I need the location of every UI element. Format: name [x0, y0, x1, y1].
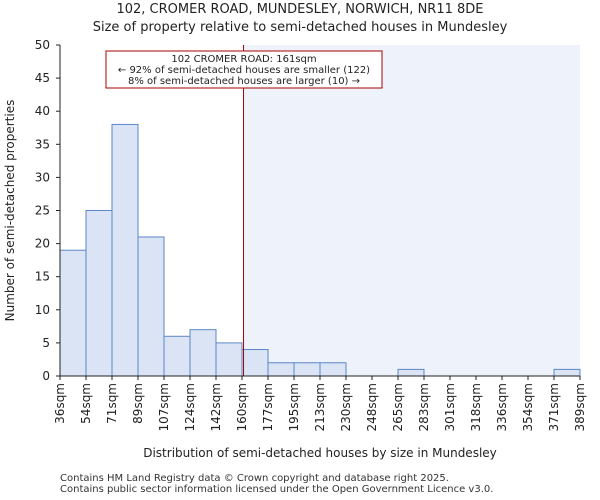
larger-region-highlight — [243, 45, 580, 376]
chart-subtitle: Size of property relative to semi-detach… — [92, 20, 508, 35]
annotation-box — [105, 50, 383, 89]
x-tick-label: 195sqm — [287, 383, 301, 431]
chart-title: 102, CROMER ROAD, MUNDESLEY, NORWICH, NR… — [116, 2, 484, 17]
x-tick-label: 54sqm — [79, 383, 93, 424]
x-tick-label: 230sqm — [339, 383, 353, 431]
bar-89sqm — [137, 236, 165, 377]
y-tick-label: 15 — [35, 270, 50, 284]
x-tick-label: 124sqm — [183, 383, 197, 431]
y-tick-label: 5 — [42, 336, 50, 350]
bar-124sqm — [189, 329, 217, 377]
x-tick-label: 89sqm — [131, 383, 145, 424]
bar-107sqm — [163, 335, 191, 377]
bar-371sqm — [553, 368, 581, 377]
x-tick-label: 213sqm — [313, 383, 327, 431]
x-tick-label: 71sqm — [105, 383, 119, 424]
x-tick-label: 283sqm — [417, 383, 431, 431]
x-tick-label: 36sqm — [53, 383, 67, 424]
bar-265sqm — [397, 368, 425, 377]
y-tick-label: 50 — [35, 38, 50, 52]
y-tick-label: 30 — [35, 170, 50, 184]
bar-177sqm — [267, 362, 295, 377]
bar-71sqm — [111, 123, 139, 377]
x-tick-label: 389sqm — [573, 383, 587, 431]
y-tick-label: 0 — [42, 369, 50, 383]
x-tick-label: 142sqm — [209, 383, 223, 431]
x-tick-label: 248sqm — [365, 383, 379, 431]
x-tick-label: 371sqm — [547, 383, 561, 431]
x-tick-label: 336sqm — [495, 383, 509, 431]
x-tick-label: 265sqm — [391, 383, 405, 431]
y-axis-label: Number of semi-detached properties — [3, 100, 17, 322]
annotation-line-2: ← 92% of semi-detached houses are smalle… — [118, 65, 370, 76]
y-tick-label: 25 — [35, 204, 50, 218]
annotation-line-1: 102 CROMER ROAD: 161sqm — [171, 54, 316, 65]
annotation-line-3: 8% of semi-detached houses are larger (1… — [128, 76, 360, 87]
bar-142sqm — [215, 342, 243, 377]
x-tick-label: 177sqm — [261, 383, 275, 431]
x-tick-label: 301sqm — [443, 383, 457, 431]
y-tick-label: 45 — [35, 71, 50, 85]
y-tick-label: 40 — [35, 104, 50, 118]
footer-licence: Contains public sector information licen… — [60, 484, 494, 495]
bar-160sqm — [241, 349, 269, 377]
x-axis-label: Distribution of semi-detached houses by … — [143, 446, 497, 460]
y-tick-label: 35 — [35, 137, 50, 151]
bar-36sqm — [59, 249, 87, 377]
bar-213sqm — [319, 362, 347, 377]
x-tick-label: 354sqm — [521, 383, 535, 431]
bar-54sqm — [85, 210, 113, 377]
x-tick-label: 318sqm — [469, 383, 483, 431]
y-tick-label: 20 — [35, 237, 50, 251]
x-tick-label: 160sqm — [235, 383, 249, 431]
y-tick-label: 10 — [35, 303, 50, 317]
x-tick-label: 107sqm — [157, 383, 171, 431]
footer-copyright: Contains HM Land Registry data © Crown c… — [60, 473, 449, 484]
bar-195sqm — [293, 362, 321, 377]
